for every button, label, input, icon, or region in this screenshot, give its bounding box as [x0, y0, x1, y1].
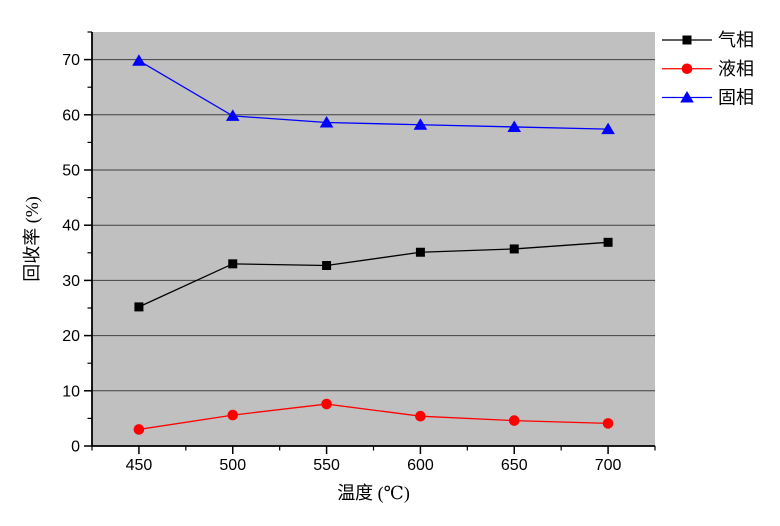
data-point-1-1 [227, 409, 239, 421]
data-point-1-5 [602, 418, 614, 429]
data-point-0-3 [415, 247, 425, 257]
data-point-2-2 [319, 116, 334, 128]
series-line-1 [138, 403, 609, 431]
x-tick-label-700: 700 [595, 457, 622, 474]
legend-marker-2 [680, 91, 694, 103]
legend-label-2: 固相 [718, 88, 754, 108]
plot-area [92, 32, 655, 446]
data-point-1-3 [415, 410, 426, 422]
y-tick-label-10: 10 [62, 383, 80, 400]
x-tick-label-450: 450 [126, 457, 153, 474]
y-tick-label-40: 40 [62, 218, 80, 235]
data-point-2-5 [601, 122, 615, 135]
y-tick-label-0: 0 [71, 439, 80, 456]
data-point-0-4 [509, 244, 519, 254]
x-axis-title: 温度 (℃) [337, 483, 410, 504]
data-point-2-4 [507, 120, 522, 132]
data-point-0-2 [322, 260, 332, 270]
data-point-0-1 [228, 259, 238, 269]
y-tick-label-50: 50 [62, 163, 80, 180]
data-point-2-3 [413, 118, 428, 130]
legend-label-0: 气相 [718, 30, 754, 50]
data-point-0-5 [603, 237, 613, 247]
data-point-2-1 [225, 109, 240, 121]
data-point-1-2 [321, 398, 332, 410]
y-tick-label-20: 20 [62, 328, 80, 345]
series-line-0 [138, 241, 609, 308]
legend-item-2: 固相 [662, 88, 754, 108]
x-tick-label-650: 650 [501, 457, 528, 474]
data-point-0-0 [134, 302, 144, 312]
legend-label-1: 液相 [718, 59, 754, 79]
legend-item-0: 气相 [662, 30, 754, 50]
series-line-2 [138, 60, 609, 130]
legend-marker-1 [681, 63, 693, 75]
legend-item-1: 液相 [662, 59, 754, 79]
data-point-2-0 [132, 54, 146, 66]
x-tick-label-600: 600 [407, 457, 434, 474]
x-tick-label-500: 500 [219, 457, 246, 474]
y-axis-title: 回收率 (%) [22, 196, 43, 281]
data-point-1-4 [508, 415, 520, 426]
y-tick-label-30: 30 [62, 273, 80, 290]
x-tick-label-550: 550 [313, 457, 340, 474]
legend-marker-0 [682, 35, 692, 45]
y-tick-label-60: 60 [62, 107, 80, 124]
data-point-1-0 [133, 424, 145, 435]
y-tick-label-70: 70 [62, 52, 80, 69]
